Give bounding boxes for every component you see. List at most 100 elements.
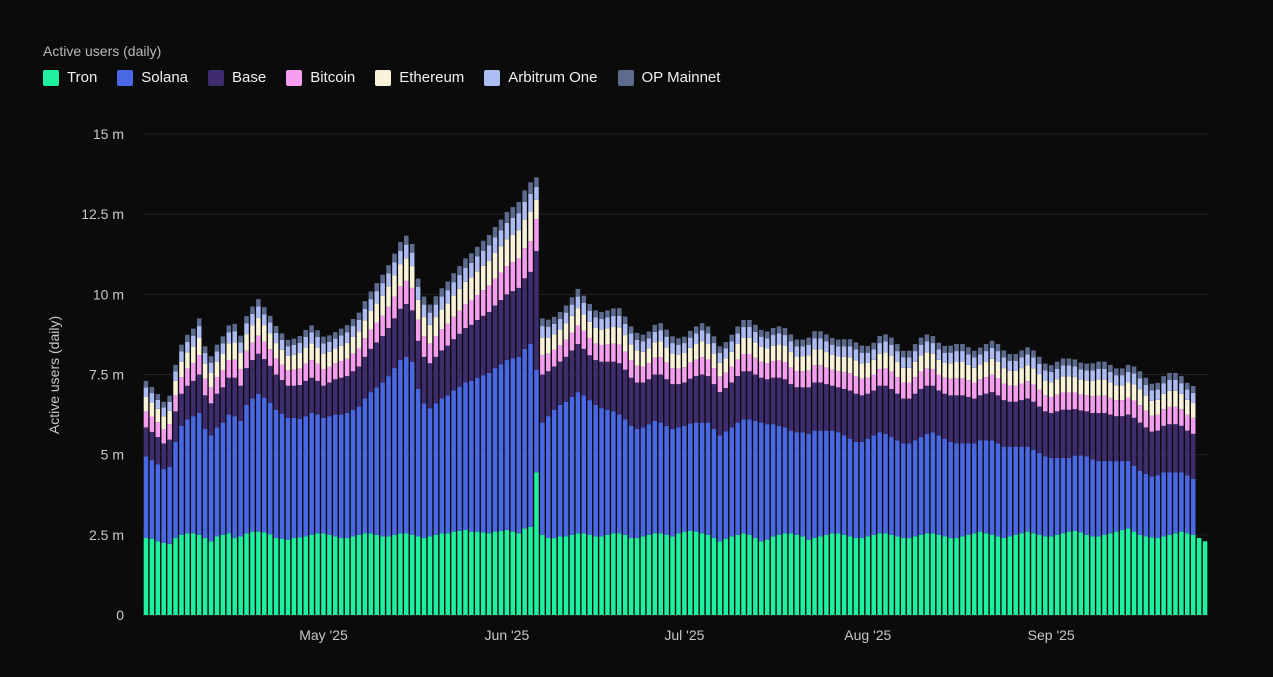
bar-ethereum[interactable] — [504, 239, 510, 267]
bar-solana[interactable] — [344, 412, 350, 539]
bar-tron[interactable] — [285, 539, 291, 615]
bar-arbitrum-one[interactable] — [534, 186, 539, 200]
bar-solana[interactable] — [936, 435, 942, 535]
bar-tron[interactable] — [972, 533, 977, 615]
bar-op-mainnet[interactable] — [682, 336, 687, 344]
bar-op-mainnet[interactable] — [244, 316, 249, 324]
bar-ethereum[interactable] — [942, 362, 947, 378]
bar-base[interactable] — [421, 356, 427, 404]
bar-solana[interactable] — [356, 406, 362, 535]
bar-bitcoin[interactable] — [1019, 383, 1024, 401]
bar-op-mainnet[interactable] — [540, 318, 545, 327]
bar-arbitrum-one[interactable] — [800, 346, 805, 357]
bar-ethereum[interactable] — [563, 323, 569, 340]
bar-op-mainnet[interactable] — [445, 281, 450, 291]
bar-bitcoin[interactable] — [338, 361, 344, 378]
bar-tron[interactable] — [1043, 536, 1048, 615]
bar-solana[interactable] — [901, 443, 906, 539]
bar-tron[interactable] — [427, 536, 433, 615]
bar-arbitrum-one[interactable] — [528, 193, 533, 212]
bar-arbitrum-one[interactable] — [812, 338, 817, 350]
bar-base[interactable] — [646, 379, 652, 425]
bar-arbitrum-one[interactable] — [498, 230, 504, 247]
bar-tron[interactable] — [469, 531, 474, 615]
bar-arbitrum-one[interactable] — [753, 331, 758, 343]
bar-tron[interactable] — [202, 538, 208, 615]
bar-tron[interactable] — [439, 533, 445, 615]
bar-arbitrum-one[interactable] — [492, 237, 498, 253]
bar-bitcoin[interactable] — [469, 300, 474, 325]
bar-base[interactable] — [143, 427, 149, 457]
bar-op-mainnet[interactable] — [883, 334, 888, 342]
bar-bitcoin[interactable] — [972, 382, 977, 399]
bar-bitcoin[interactable] — [1108, 397, 1113, 415]
bar-ethereum[interactable] — [800, 356, 805, 372]
bar-base[interactable] — [1060, 409, 1066, 458]
bar-solana[interactable] — [1108, 461, 1113, 534]
bar-solana[interactable] — [143, 456, 149, 539]
bar-op-mainnet[interactable] — [960, 344, 965, 352]
bar-arbitrum-one[interactable] — [1096, 368, 1101, 380]
bar-tron[interactable] — [818, 536, 823, 615]
bar-bitcoin[interactable] — [634, 365, 640, 383]
bar-arbitrum-one[interactable] — [196, 326, 202, 338]
bar-solana[interactable] — [782, 427, 788, 534]
bar-tron[interactable] — [812, 538, 817, 615]
bar-ethereum[interactable] — [1060, 376, 1066, 393]
bar-arbitrum-one[interactable] — [599, 319, 604, 330]
bar-arbitrum-one[interactable] — [622, 323, 628, 336]
bar-op-mainnet[interactable] — [167, 395, 172, 402]
bar-base[interactable] — [688, 378, 693, 424]
bar-solana[interactable] — [759, 422, 764, 542]
bar-arbitrum-one[interactable] — [486, 245, 492, 261]
bar-op-mainnet[interactable] — [143, 380, 149, 388]
bar-tron[interactable] — [995, 536, 1001, 615]
bar-op-mainnet[interactable] — [504, 211, 510, 223]
bar-tron[interactable] — [688, 530, 693, 615]
bar-op-mainnet[interactable] — [1054, 361, 1060, 369]
bar-ethereum[interactable] — [1137, 389, 1143, 406]
bar-ethereum[interactable] — [705, 344, 711, 360]
bar-op-mainnet[interactable] — [841, 339, 847, 347]
bar-bitcoin[interactable] — [924, 368, 930, 386]
bar-solana[interactable] — [1060, 457, 1066, 534]
bar-bitcoin[interactable] — [409, 287, 415, 311]
bar-solana[interactable] — [942, 438, 947, 537]
bar-tron[interactable] — [741, 533, 746, 615]
bar-arbitrum-one[interactable] — [398, 251, 403, 265]
bar-base[interactable] — [480, 315, 486, 376]
bar-bitcoin[interactable] — [1084, 395, 1089, 412]
bar-ethereum[interactable] — [658, 341, 663, 358]
bar-ethereum[interactable] — [226, 343, 232, 361]
bar-bitcoin[interactable] — [883, 368, 888, 386]
bar-solana[interactable] — [149, 460, 155, 539]
bar-solana[interactable] — [889, 437, 894, 535]
bar-solana[interactable] — [262, 397, 267, 533]
bar-base[interactable] — [1190, 433, 1196, 479]
bar-bitcoin[interactable] — [309, 360, 314, 378]
bar-solana[interactable] — [492, 368, 498, 532]
bar-op-mainnet[interactable] — [451, 273, 456, 283]
bar-op-mainnet[interactable] — [262, 307, 267, 315]
bar-ethereum[interactable] — [664, 347, 669, 363]
bar-ethereum[interactable] — [1131, 384, 1137, 401]
bar-arbitrum-one[interactable] — [895, 351, 900, 362]
bar-bitcoin[interactable] — [1179, 409, 1184, 426]
bar-ethereum[interactable] — [510, 234, 516, 263]
bar-arbitrum-one[interactable] — [1078, 369, 1084, 380]
bar-solana[interactable] — [1072, 455, 1078, 531]
bar-tron[interactable] — [1013, 534, 1018, 615]
bar-bitcoin[interactable] — [1155, 414, 1160, 431]
bar-solana[interactable] — [1054, 457, 1060, 535]
bar-op-mainnet[interactable] — [628, 326, 634, 334]
bar-ethereum[interactable] — [1114, 385, 1119, 401]
bar-solana[interactable] — [433, 403, 439, 535]
bar-op-mainnet[interactable] — [557, 311, 563, 320]
bar-solana[interactable] — [847, 438, 853, 537]
bar-bitcoin[interactable] — [646, 363, 652, 380]
bar-bitcoin[interactable] — [486, 285, 492, 312]
bar-base[interactable] — [1078, 410, 1084, 456]
bar-tron[interactable] — [599, 536, 604, 615]
bar-ethereum[interactable] — [492, 252, 498, 279]
bar-base[interactable] — [433, 356, 439, 404]
